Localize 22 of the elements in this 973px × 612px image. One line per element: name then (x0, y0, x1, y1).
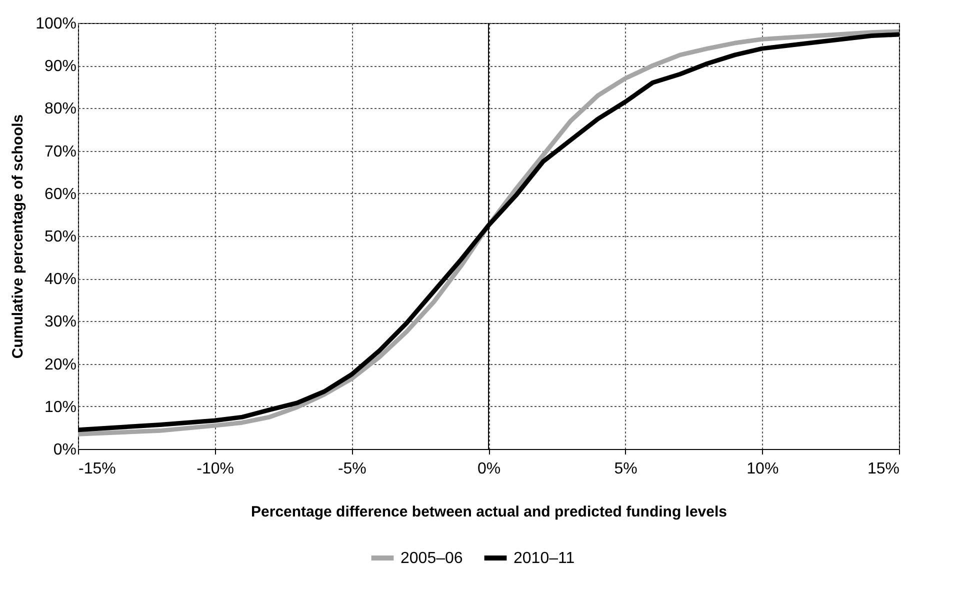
y-tick-label: 10% (44, 398, 76, 416)
x-tick-label: -10% (196, 460, 234, 478)
legend-label: 2010–11 (514, 550, 575, 567)
x-axis-title: Percentage difference between actual and predicted funding levels (251, 504, 727, 520)
y-tick-label: 80% (44, 100, 76, 118)
x-tick-label: 10% (746, 460, 779, 478)
x-tick-label: 5% (614, 460, 638, 478)
x-tick-label: -15% (78, 460, 116, 478)
x-tick-label: 0% (477, 460, 501, 478)
x-tick-label: -5% (338, 460, 366, 478)
y-tick-label: 70% (44, 143, 76, 160)
y-tick-label: 50% (44, 228, 76, 246)
y-tick-label: 100% (36, 16, 76, 32)
y-tick-label: 30% (44, 314, 76, 331)
y-tick-label: 20% (44, 356, 76, 374)
legend-label: 2005–06 (400, 550, 463, 567)
y-axis-title: Cumulative percentage of schools (10, 114, 27, 359)
y-tick-label: 0% (53, 442, 76, 458)
y-tick-label: 90% (44, 58, 76, 76)
y-tick-label: 60% (44, 186, 76, 203)
x-tick-label: 15% (867, 460, 900, 478)
y-tick-label: 40% (44, 271, 76, 288)
